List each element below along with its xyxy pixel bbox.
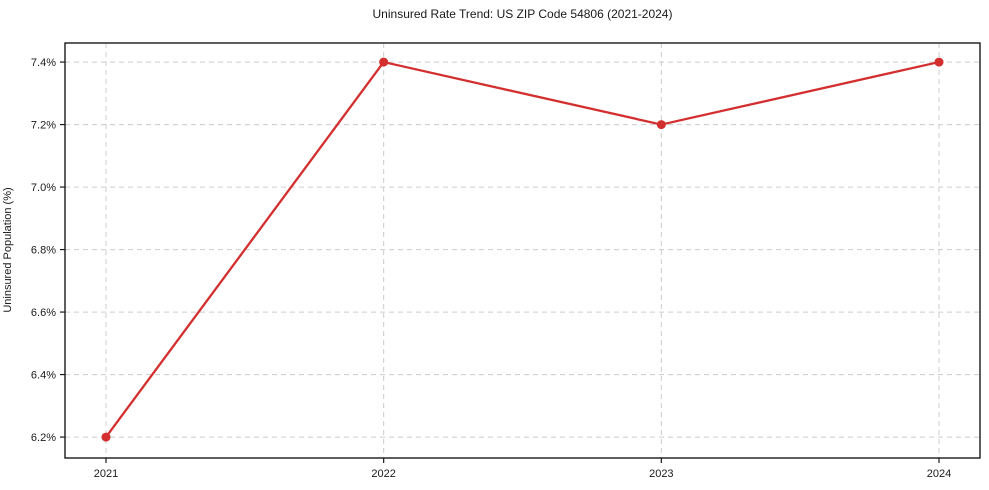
data-point-marker (656, 120, 666, 130)
x-tick-label: 2022 (371, 468, 395, 480)
y-tick-label: 7.2% (31, 120, 56, 132)
data-point-marker (101, 432, 111, 442)
x-tick-label: 2023 (649, 468, 673, 480)
y-tick-label: 6.4% (31, 370, 56, 382)
y-tick-label: 6.2% (31, 432, 56, 444)
x-tick-label: 2021 (94, 468, 118, 480)
data-point-marker (934, 57, 944, 67)
y-tick-label: 7.0% (31, 182, 56, 194)
y-tick-label: 6.6% (31, 307, 56, 319)
plot-border (64, 42, 981, 459)
data-point-marker (379, 57, 389, 67)
data-line (104, 60, 941, 439)
x-tick-label: 2024 (927, 468, 951, 480)
y-tick-label: 7.4% (31, 57, 56, 69)
chart-title: Uninsured Rate Trend: US ZIP Code 54806 … (372, 7, 673, 21)
y-tick-label: 6.8% (31, 245, 56, 257)
